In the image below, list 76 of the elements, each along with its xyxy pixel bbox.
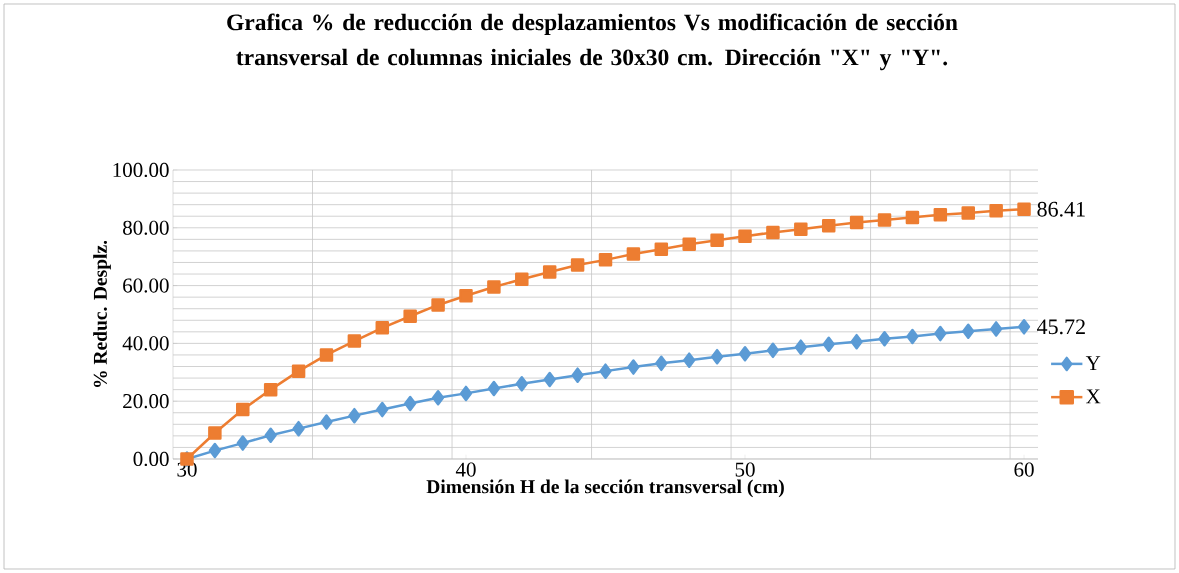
point [906, 328, 919, 345]
y-tick-label: 80.00 [123, 220, 169, 235]
point [292, 420, 305, 437]
point [348, 407, 361, 424]
legend-label: X [1086, 389, 1101, 404]
y-tick-label: 60.00 [123, 278, 169, 293]
point [543, 371, 556, 388]
data-label: 45.72 [1037, 319, 1085, 335]
point [570, 258, 585, 272]
point [766, 342, 780, 359]
point [654, 242, 669, 256]
point [682, 237, 696, 252]
point [626, 247, 641, 261]
point [264, 427, 277, 444]
point [487, 380, 501, 397]
point [933, 208, 948, 222]
point [710, 348, 724, 365]
point [683, 352, 696, 368]
point [459, 288, 473, 303]
point [598, 253, 613, 267]
point [766, 225, 780, 240]
point [599, 363, 612, 379]
point [515, 376, 528, 392]
point [291, 364, 306, 378]
point [877, 213, 892, 227]
point [738, 229, 752, 243]
point [375, 321, 390, 335]
point [822, 336, 835, 353]
legend-label: Y [1085, 356, 1101, 371]
y-axis-title: % Reduc. Desplz. [93, 240, 111, 387]
point [263, 382, 278, 397]
point [403, 309, 417, 323]
y-tick-label: 100.00 [113, 162, 169, 178]
point [459, 385, 473, 402]
point [710, 233, 724, 247]
point [571, 367, 584, 383]
x-tick-label: 60 [1014, 462, 1034, 477]
point [515, 272, 529, 286]
point [794, 339, 807, 355]
chart-title: Grafica % de reducción de desplazamientos Vs modificación de sección transversal de columnas iniciales de 30x30 cm. Dirección "X" y "Y". [227, 13, 958, 71]
point [655, 355, 668, 372]
point [208, 426, 222, 440]
point [738, 346, 752, 362]
point [431, 298, 445, 312]
point [236, 402, 250, 417]
point [347, 334, 362, 348]
point [319, 348, 334, 362]
point [376, 401, 389, 418]
point [850, 333, 863, 350]
x-tick-label: 40 [455, 462, 476, 477]
y-tick-label: 0.00 [133, 451, 169, 467]
point [878, 331, 891, 347]
point [431, 389, 445, 406]
point [849, 215, 864, 230]
point [905, 210, 920, 225]
point [404, 395, 417, 412]
point [934, 325, 947, 342]
point [989, 203, 1003, 218]
x-tick-label: 50 [735, 462, 755, 477]
y-tick-label: 40.00 [122, 336, 169, 351]
point [962, 323, 975, 339]
point [627, 359, 640, 375]
point [542, 265, 557, 279]
point [236, 435, 249, 451]
data-label: 86.41 [1037, 201, 1085, 217]
point [1017, 202, 1031, 217]
point [961, 206, 975, 220]
point [320, 414, 333, 430]
y-tick-label: 20.00 [123, 394, 169, 409]
point [990, 321, 1003, 337]
x-axis-title: Dimensión H de la sección transversal (cm) [426, 479, 784, 498]
point [794, 222, 808, 236]
point [821, 219, 836, 233]
point [1017, 319, 1031, 335]
point [208, 442, 221, 459]
point [487, 280, 501, 294]
